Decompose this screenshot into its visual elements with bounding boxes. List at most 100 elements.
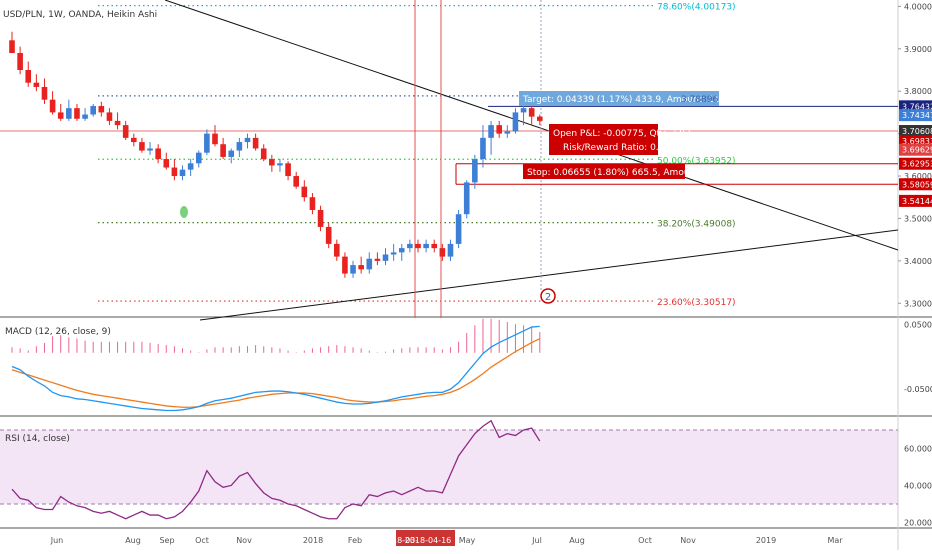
candle-body [431,243,438,249]
candle-body [423,243,429,249]
time-axis-label: 2018-03- [382,536,418,545]
candle-body [155,148,161,160]
candle-body [512,112,519,132]
candle-body [122,125,129,138]
stop-info-text: Stop: 0.06655 (1.80%) 665.5, Amount: 750… [527,168,736,178]
price-tick-label: 3.30000 [904,299,932,308]
price-marker-box [899,194,932,207]
candle-body [390,252,397,255]
candle-body [520,108,527,113]
candle-body [57,112,64,119]
time-axis-label: Jul [531,536,542,545]
price-marker-label: 3.70608 [902,127,932,136]
candle-body [98,106,105,113]
time-axis-label: Nov [680,536,696,545]
candle-body [74,108,80,119]
time-axis-label: Feb [348,536,362,545]
candle-body [374,258,381,261]
candle-body [366,258,373,270]
time-range-highlight [396,530,455,546]
price-tick-label: 3.60000 [904,172,932,181]
price-tick-label: 3.50000 [904,214,932,223]
price-marker-label: 3.76432 [902,102,932,111]
time-axis-label: Oct [638,536,652,545]
candle-body [171,167,178,177]
candle-body [269,159,275,166]
price-marker-box [899,125,932,138]
candle-body [472,159,478,183]
candle-body [147,148,153,151]
time-axis-label: Jun [50,536,64,545]
fib-level-label: 38.20%(3.49008) [657,220,736,230]
candle-body [382,254,389,261]
target-price-label: 3.78896 [681,95,718,105]
candle-body [528,108,535,117]
fib-level-label: 50.00%(3.63952) [657,156,736,166]
macd-tick-label: 0.0500 [904,320,932,329]
price-tick-label: 3.80000 [904,87,932,96]
candle-body [293,176,299,187]
candle-body [131,137,137,143]
rsi-title: RSI (14, close) [5,434,70,444]
rsi-tick-label: 60.0000 [904,444,932,453]
candle-body [106,112,113,121]
time-axis-label: Aug [125,536,141,545]
candle-body [301,186,308,198]
rsi-line [11,419,541,520]
price-marker-label: 3.69629 [902,146,932,155]
target-info-box [519,91,719,106]
candle-body [504,131,511,134]
candle-body [407,243,413,249]
macd-tick-label: -0.0500 [904,385,932,394]
candle-body [244,137,251,143]
rsi-tick-label: 20.0000 [904,518,932,527]
earnings-badge-icon[interactable] [540,288,556,304]
earnings-badge-label: 2 [545,292,551,303]
time-axis-label: 2018-04-16 [405,536,452,545]
price-tick-label: 3.40000 [904,257,932,266]
time-axis-label: 2018 [303,536,323,545]
fib-level-label: 23.60%(3.30517) [657,298,736,308]
candle-body [25,69,32,83]
candle-body [82,114,88,119]
time-axis-label: May [459,536,476,545]
candle-body [334,243,340,257]
price-tick-label: 4.00000 [904,2,932,11]
candle-body [488,125,494,138]
candle-body [17,53,23,70]
candle-body [41,86,48,100]
candle-body [236,142,243,151]
candle-body [49,99,56,113]
open-pnl-text: Open P&L: -0.00775, Qty: 3756 [553,129,694,139]
macd-line [11,325,540,412]
candle-body [212,133,218,145]
candle-body [179,169,186,177]
candle-body [358,265,364,270]
candle-body [139,142,145,151]
macd-title: MACD (12, 26, close, 9) [5,327,111,337]
candle-body [66,108,72,119]
symbol-header: USD/PLN, 1W, OANDA, Heikin Ashi [3,10,157,20]
time-axis-label: Sep [159,536,174,545]
candle-body [398,248,405,253]
time-axis-label: 2019 [756,536,776,545]
target-info-text: Target: 0.04339 (1.17%) 433.9, Amount: 1… [522,95,745,105]
candle-body [325,226,332,244]
candle-body [114,120,121,126]
rsi-tick-label: 40.0000 [904,481,932,490]
price-marker-label: 3.58059 [902,180,932,189]
risk-reward-text: Risk/Reward Ratio: 0.65 [563,143,670,153]
rsi-band [0,429,898,504]
candle-body [285,163,291,177]
candle-body [317,209,324,227]
price-marker-label: 3.54144 [902,197,932,206]
candle-body [309,197,316,210]
candle-body [260,148,267,160]
candle-body [463,182,470,215]
candle-body [277,163,283,166]
candle-body [252,137,259,149]
candle-body [439,248,446,257]
time-axis-label: Oct [195,536,209,545]
uptrend-line [199,229,899,321]
